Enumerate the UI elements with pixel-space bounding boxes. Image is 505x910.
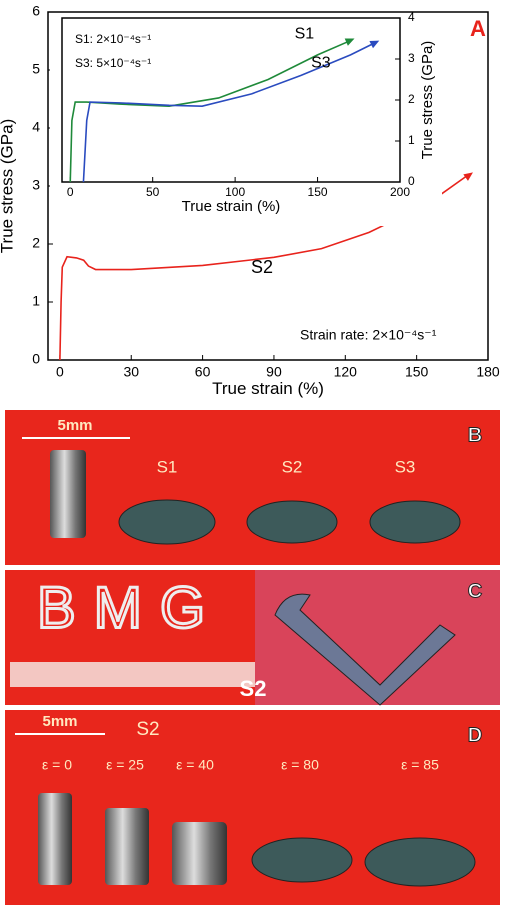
- x-tick-label: 30: [123, 363, 139, 379]
- wire-letters: BMG: [37, 575, 223, 640]
- scale-text: 5mm: [42, 713, 77, 730]
- strain-label: ε = 0: [42, 757, 72, 773]
- x-tick-label: 150: [308, 185, 328, 199]
- cylinder: [38, 793, 72, 885]
- x-axis-label: True strain (%): [182, 198, 281, 215]
- sample-label: S3: [395, 457, 416, 476]
- panel-b: B 5mm S1 S2 S3: [5, 410, 500, 565]
- strain-label: ε = 25: [106, 757, 144, 773]
- y-tick-label: 1: [408, 133, 415, 147]
- sample-label: S2: [240, 676, 267, 701]
- ruler: [10, 662, 255, 687]
- y-axis-label: True stress (GPa): [0, 119, 16, 253]
- series-label: S2: [251, 257, 273, 277]
- x-axis-label: True strain (%): [212, 379, 324, 398]
- disc: [364, 837, 476, 887]
- panel-label: D: [468, 724, 482, 746]
- x-tick-label: 0: [67, 185, 74, 199]
- annotation: Strain rate: 2×10⁻⁴s⁻¹: [300, 327, 437, 343]
- x-tick-label: 90: [266, 363, 282, 379]
- arrow-head: [463, 172, 473, 181]
- arrow-head: [369, 40, 380, 49]
- y-tick-label: 3: [32, 177, 40, 193]
- x-tick-label: 120: [334, 363, 358, 379]
- scale-text: 5mm: [57, 417, 92, 434]
- y-tick-label: 5: [32, 61, 40, 77]
- cylinder: [172, 822, 227, 885]
- disc: [246, 500, 338, 544]
- bent-sample: [274, 593, 456, 706]
- x-tick-label: 0: [56, 363, 64, 379]
- y-tick-label: 2: [32, 235, 40, 251]
- disc: [369, 500, 461, 544]
- sample-label: S2: [136, 719, 159, 740]
- y-axis-label: True stress (GPa): [419, 41, 436, 160]
- y-tick-label: 3: [408, 51, 415, 65]
- x-tick-label: 200: [390, 185, 410, 199]
- y-tick-label: 0: [408, 174, 415, 188]
- strain-label: ε = 40: [176, 757, 214, 773]
- annotation: S1: 2×10⁻⁴s⁻¹: [75, 32, 151, 46]
- inset-background: [50, 14, 442, 226]
- y-tick-label: 1: [32, 293, 40, 309]
- panel-label: B: [468, 424, 482, 446]
- x-tick-label: 50: [146, 185, 160, 199]
- annotation: S3: 5×10⁻⁴s⁻¹: [75, 56, 151, 70]
- strain-label: ε = 80: [281, 757, 319, 773]
- cylinder: [105, 808, 149, 885]
- disc: [251, 837, 353, 883]
- line: [69, 39, 351, 183]
- cylinder: [50, 450, 86, 538]
- y-tick-label: 2: [408, 92, 415, 106]
- y-tick-label: 6: [32, 3, 40, 19]
- x-tick-label: 180: [476, 363, 500, 379]
- arrow-head: [344, 38, 355, 46]
- strain-label: ε = 85: [401, 757, 439, 773]
- x-tick-label: 100: [225, 185, 245, 199]
- y-tick-label: 4: [408, 10, 415, 24]
- series-label: S3: [311, 54, 331, 71]
- sample-label: S1: [157, 457, 178, 476]
- panel-c: BMG S2 C: [5, 570, 500, 706]
- x-tick-label: 150: [405, 363, 429, 379]
- panel-d: D 5mm S2 ε = 0 ε = 25 ε = 40 ε = 80 ε = …: [5, 710, 500, 905]
- x-tick-label: 60: [195, 363, 211, 379]
- panel-label: C: [468, 580, 482, 602]
- sample-label: S2: [282, 457, 303, 476]
- y-tick-label: 0: [32, 351, 40, 367]
- y-tick-label: 4: [32, 119, 40, 135]
- panel-label: A: [470, 16, 486, 41]
- disc: [118, 499, 216, 545]
- line: [82, 41, 376, 183]
- series-label: S1: [295, 26, 315, 43]
